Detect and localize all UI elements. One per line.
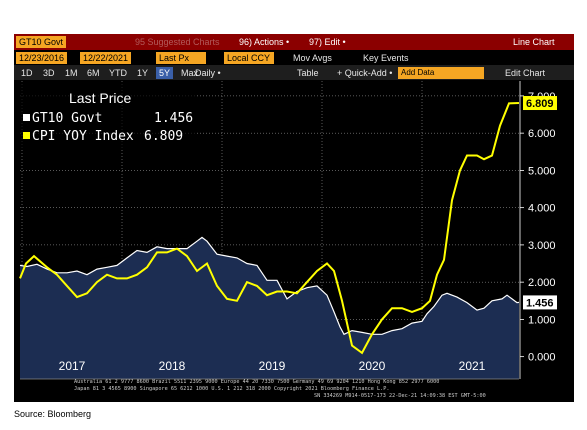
cpi-series-line: [19, 102, 520, 355]
range-button-3d[interactable]: 3D: [43, 68, 55, 78]
key-events-toggle[interactable]: Key Events: [363, 53, 409, 63]
ticker-field[interactable]: GT10 Govt: [16, 36, 67, 48]
chart-area: 0.0001.0002.0003.0004.0005.0006.0007.000…: [19, 81, 557, 399]
range-button-1m[interactable]: 1M: [65, 68, 78, 78]
y-tick-label: 5.000: [528, 165, 556, 177]
chart-type-label: Line Chart: [513, 37, 555, 47]
last-value-bg: [523, 96, 557, 111]
copyright-line-1: Australia 61 2 9777 8600 Brazil 5511 239…: [74, 379, 439, 385]
field-select[interactable]: Last Px: [156, 52, 206, 64]
x-tick-label: 2018: [159, 359, 186, 373]
last-value-label: 6.809: [526, 98, 554, 110]
range-button-6m[interactable]: 6M: [87, 68, 100, 78]
legend-label-cpi: CPI YOY Index: [32, 129, 134, 144]
legend-value-cpi: 6.809: [144, 129, 183, 144]
y-tick-label: 0.000: [528, 352, 556, 364]
legend-swatch-gt10: [23, 114, 30, 121]
last-value-label: 1.456: [526, 297, 554, 309]
legend-label-gt10: GT10 Govt: [32, 111, 102, 126]
edit-chart-button[interactable]: Edit Chart: [505, 68, 546, 78]
y-tick-label: 6.000: [528, 128, 556, 140]
legend: Last Price GT10 Govt 1.456 CPI YOY Index…: [19, 84, 195, 150]
copyright-line-2: Japan 81 3 4565 8900 Singapore 65 6212 1…: [74, 386, 389, 392]
legend-title: Last Price: [69, 90, 131, 106]
x-tick-label: 2019: [259, 359, 286, 373]
y-tick-label: 4.000: [528, 203, 556, 215]
range-button-1y[interactable]: 1Y: [137, 68, 149, 78]
edit-menu[interactable]: 97) Edit •: [309, 37, 346, 47]
x-tick-label: 2017: [59, 359, 86, 373]
gt10-series-line: [19, 236, 520, 336]
source-note: Source: Bloomberg: [14, 409, 92, 419]
copyright-line-3: SN 334269 M914-0517-173 22-Dec-21 14:09:…: [314, 393, 486, 399]
x-tick-label: 2020: [359, 359, 386, 373]
copyright-block: Australia 61 2 9777 8600 Brazil 5511 239…: [74, 379, 486, 399]
range-button-5y[interactable]: 5Y: [156, 67, 174, 79]
add-data-input[interactable]: Add Data: [398, 67, 484, 79]
range-button-ytd[interactable]: YTD: [109, 68, 127, 78]
x-tick-label: 2021: [459, 359, 486, 373]
gt10-area-fill: [20, 237, 519, 379]
quick-add-button[interactable]: + Quick-Add •: [337, 68, 393, 78]
suggested-charts-button[interactable]: 95 Suggested Charts: [135, 37, 220, 47]
toolbar-top: GT10 Govt 95 Suggested Charts 96) Action…: [14, 34, 574, 50]
y-tick-label: 1.000: [528, 314, 556, 326]
x-axis: 2017 2018 2019 2020 2021: [20, 359, 519, 380]
last-value-labels: 6.809 1.456: [523, 96, 557, 310]
currency-select[interactable]: Local CCY: [224, 52, 274, 64]
range-button-max[interactable]: Max: [181, 68, 199, 78]
end-date-field[interactable]: 12/22/2021: [80, 52, 132, 64]
mov-avgs-toggle[interactable]: Mov Avgs: [293, 53, 332, 63]
actions-menu[interactable]: 96) Actions •: [239, 37, 290, 47]
table-button[interactable]: Table: [297, 68, 319, 78]
periodicity-select[interactable]: Daily •: [195, 68, 221, 78]
toolbar-dates: 12/23/2016 12/22/2021 Last Px Local CCY …: [14, 50, 574, 65]
toolbar-ranges: 1D 3D 1M 6M YTD 1Y 5Y Max Daily • Table + Quick…: [14, 65, 574, 80]
last-value-bg: [523, 295, 557, 310]
y-tick-label: 3.000: [528, 240, 556, 252]
bloomberg-chart-window: GT10 Govt 95 Suggested Charts 96) Action…: [14, 34, 574, 402]
y-tick-label: 2.000: [528, 277, 556, 289]
start-date-field[interactable]: 12/23/2016: [16, 52, 68, 64]
range-button-1d[interactable]: 1D: [21, 68, 33, 78]
legend-swatch-cpi: [23, 132, 30, 139]
legend-value-gt10: 1.456: [154, 111, 193, 126]
